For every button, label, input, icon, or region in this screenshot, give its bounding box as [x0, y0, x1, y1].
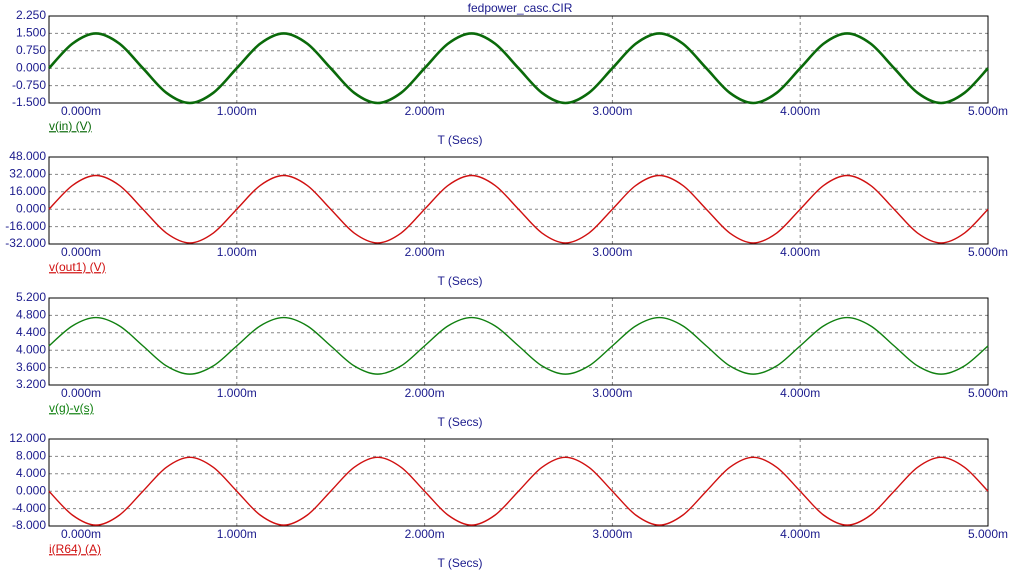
x-tick-label: 1.000m	[217, 527, 257, 541]
x-tick-label: 2.000m	[405, 104, 445, 118]
x-tick-label: 0.000m	[61, 104, 101, 118]
plot-frame	[48, 438, 989, 527]
chart-title: fedpower_casc.CIR	[468, 1, 573, 15]
x-axis-label: T (Secs)	[437, 274, 482, 288]
series-line	[48, 174, 989, 244]
x-tick-label: 5.000m	[968, 245, 1008, 259]
x-tick-label: 0.000m	[61, 386, 101, 400]
x-tick-label: 1.000m	[217, 245, 257, 259]
x-tick-label: 3.000m	[592, 245, 632, 259]
x-tick-label: 2.000m	[405, 245, 445, 259]
x-tick-label: 1.000m	[217, 104, 257, 118]
x-tick-label: 0.000m	[61, 245, 101, 259]
x-tick-label: 4.000m	[780, 104, 820, 118]
x-tick-label: 0.000m	[61, 527, 101, 541]
x-tick-label: 5.000m	[968, 104, 1008, 118]
legend-label: i(R64) (A)	[49, 542, 101, 556]
y-tick-label: 1.500	[16, 26, 46, 40]
x-tick-label: 3.000m	[592, 104, 632, 118]
x-axis-label: T (Secs)	[437, 415, 482, 429]
series-line	[48, 316, 989, 375]
y-tick-label: -8.000	[12, 518, 46, 532]
y-tick-label: -32.000	[5, 236, 46, 250]
y-tick-label: 3.600	[16, 360, 46, 374]
plot-frame	[48, 156, 989, 245]
x-tick-label: 5.000m	[968, 527, 1008, 541]
y-tick-label: 4.400	[16, 325, 46, 339]
y-tick-label: -16.000	[5, 219, 46, 233]
y-tick-label: -0.750	[12, 78, 46, 92]
y-tick-label: 16.000	[9, 184, 46, 198]
legend-label: v(out1) (V)	[49, 260, 106, 274]
y-tick-label: -1.500	[12, 95, 46, 109]
y-tick-label: 12.000	[9, 431, 46, 445]
x-axis-label: T (Secs)	[437, 556, 482, 570]
y-tick-label: 0.750	[16, 43, 46, 57]
y-tick-label: 4.000	[16, 466, 46, 480]
x-tick-label: 4.000m	[780, 386, 820, 400]
x-axis-label: T (Secs)	[437, 133, 482, 147]
x-tick-label: 2.000m	[405, 527, 445, 541]
y-tick-label: 32.000	[9, 167, 46, 181]
plot-frame	[48, 297, 989, 386]
y-tick-label: 2.250	[16, 8, 46, 22]
y-tick-label: -4.000	[12, 501, 46, 515]
y-tick-label: 0.000	[16, 483, 46, 497]
x-tick-label: 2.000m	[405, 386, 445, 400]
legend-label: v(in) (V)	[49, 119, 92, 133]
y-tick-label: 8.000	[16, 449, 46, 463]
x-tick-label: 5.000m	[968, 386, 1008, 400]
x-tick-label: 4.000m	[780, 527, 820, 541]
y-tick-label: 0.000	[16, 201, 46, 215]
y-tick-label: 3.200	[16, 377, 46, 391]
y-tick-label: 4.800	[16, 308, 46, 322]
y-tick-label: 0.000	[16, 60, 46, 74]
series-line	[48, 456, 989, 526]
x-tick-label: 1.000m	[217, 386, 257, 400]
x-tick-label: 3.000m	[592, 386, 632, 400]
legend-label: v(g)-v(s)	[49, 401, 94, 415]
y-tick-label: 48.000	[9, 149, 46, 163]
plot-frame	[48, 15, 989, 104]
y-tick-label: 4.000	[16, 342, 46, 356]
x-tick-label: 3.000m	[592, 527, 632, 541]
x-tick-label: 4.000m	[780, 245, 820, 259]
y-tick-label: 5.200	[16, 290, 46, 304]
series-line	[48, 32, 989, 105]
